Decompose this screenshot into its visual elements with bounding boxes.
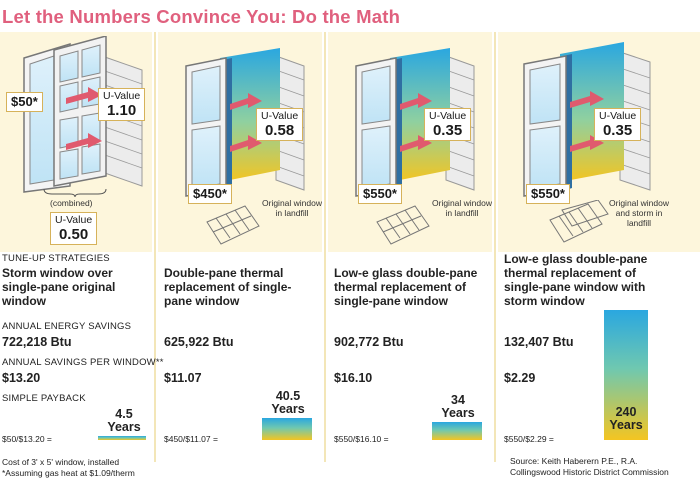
u-value-label: U-Value <box>599 110 637 122</box>
column-divider <box>154 32 156 462</box>
u-value-badge: U-Value 1.10 <box>98 88 146 121</box>
payback-bar <box>432 421 482 440</box>
payback-years-number: 40.5 <box>275 389 301 404</box>
u-value-badge: U-Value 0.35 <box>424 108 472 141</box>
annual-savings-label: ANNUAL ENERGY SAVINGS <box>2 321 132 332</box>
btu-savings: 625,922 Btu <box>164 335 234 349</box>
discarded-window-icon <box>206 205 260 245</box>
combined-u-value-badge: U-Value 0.50 <box>50 212 98 245</box>
strategy-text: Double-pane thermal replacement of singl… <box>164 266 292 308</box>
strategy-text: Low-e glass double-pane thermal replacem… <box>504 252 648 308</box>
footnote-cost: Cost of 3' x 5' window, installed <box>2 457 120 467</box>
low-e-storm-window-illustration <box>523 42 651 197</box>
landfill-note: Original window in landfill <box>262 198 322 218</box>
price-badge: $550* <box>358 184 402 204</box>
payback-equation: $50/$13.20 = <box>2 434 52 444</box>
u-value-label: U-Value <box>429 110 467 122</box>
landfill-note: Original window and storm in landfill <box>609 198 669 228</box>
payback-years-unit: Years <box>609 418 643 432</box>
payback-years-unit: Years <box>441 405 475 420</box>
discarded-window-icon <box>376 205 430 245</box>
source-author: Source: Keith Haberern P.E., R.A. <box>510 456 638 466</box>
payback-years-unit: Years <box>107 420 141 434</box>
payback-years: 34 Years <box>434 392 482 420</box>
u-value: 0.35 <box>432 122 463 139</box>
savings-per-window: $2.29 <box>504 371 536 385</box>
payback-years: 4.5 Years <box>104 408 144 434</box>
payback-years-number: 34 <box>451 392 465 407</box>
source-commission: Collingswood Historic District Commissio… <box>510 467 669 477</box>
btu-savings: 902,772 Btu <box>334 335 404 349</box>
payback-years: 40.5 Years <box>264 390 312 416</box>
u-value-badge: U-Value 0.35 <box>594 108 642 141</box>
discarded-windows-icon <box>549 200 609 243</box>
payback-label: SIMPLE PAYBACK <box>2 393 86 404</box>
landfill-note: Original window in landfill <box>432 198 492 218</box>
u-value: 1.10 <box>106 102 137 119</box>
u-value: 0.35 <box>602 122 633 139</box>
payback-years-unit: Years <box>271 402 305 417</box>
payback-equation: $450/$11.07 = <box>164 434 218 444</box>
savings-per-window: $13.20 <box>2 371 41 385</box>
payback-years: 240 Years <box>602 406 650 432</box>
column-divider <box>324 32 326 462</box>
savings-per-window: $16.10 <box>334 371 373 385</box>
page-title: Let the Numbers Convince You: Do the Mat… <box>2 6 401 27</box>
u-value-label: U-Value <box>55 214 93 226</box>
strategies-label: TUNE-UP STRATEGIES <box>2 253 110 264</box>
btu-savings: 132,407 Btu <box>504 335 574 349</box>
per-window-label: ANNUAL SAVINGS PER WINDOW** <box>2 357 164 368</box>
payback-equation: $550/$2.29 = <box>504 434 554 444</box>
footnote-gas: *Assuming gas heat at $1.09/therm <box>2 468 135 478</box>
price-badge: $50* <box>6 92 43 112</box>
u-value-label: U-Value <box>261 110 299 122</box>
u-value-badge: U-Value 0.58 <box>256 108 304 141</box>
payback-bar <box>262 418 312 440</box>
u-value: 0.58 <box>264 122 295 139</box>
savings-per-window: $11.07 <box>164 371 202 385</box>
column-divider <box>494 32 496 462</box>
combined-bracket <box>43 188 107 198</box>
combined-label: (combined) <box>50 198 93 208</box>
price-badge: $450* <box>188 184 232 204</box>
payback-years-number: 240 <box>615 405 637 419</box>
payback-bar <box>98 436 146 440</box>
payback-years-number: 4.5 <box>115 407 133 421</box>
low-e-window-illustration <box>355 48 475 197</box>
btu-savings: 722,218 Btu <box>2 335 72 349</box>
payback-bar <box>604 310 648 440</box>
u-value-label: U-Value <box>103 90 141 102</box>
price-badge: $550* <box>526 184 570 204</box>
u-value: 0.50 <box>58 226 89 243</box>
payback-equation: $550/$16.10 = <box>334 434 389 444</box>
strategy-text: Storm window over single-pane original w… <box>2 266 116 308</box>
strategy-text: Low-e glass double-pane thermal replacem… <box>334 266 478 308</box>
